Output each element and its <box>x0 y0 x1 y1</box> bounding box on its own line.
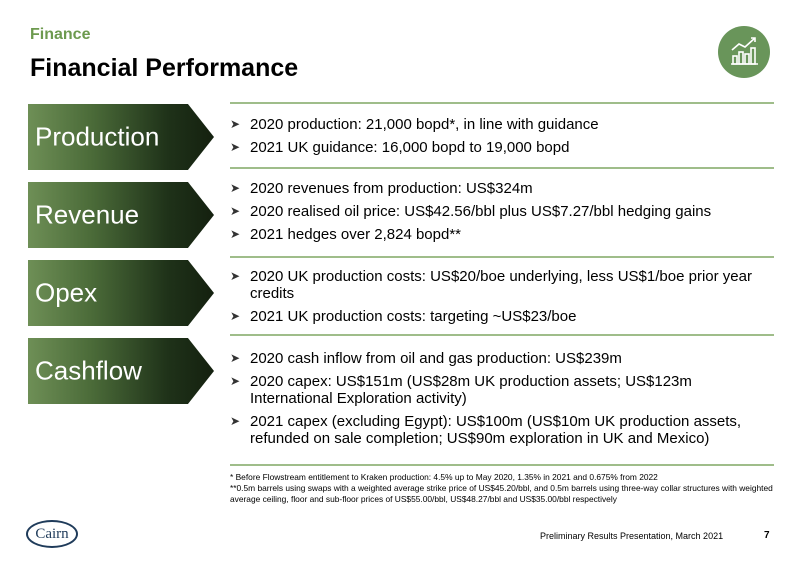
tab-label: Production <box>35 121 160 152</box>
tab-cashflow: Cashflow <box>28 338 214 404</box>
arrow-bullet-icon: ➤ <box>230 117 241 131</box>
bullet-item: ➤ 2020 UK production costs: US$20/boe und… <box>230 268 778 302</box>
bullet-list-production: ➤ 2020 production: 21,000 bopd*, in line … <box>230 116 778 162</box>
tab-production: Production <box>28 104 214 170</box>
divider <box>230 256 774 258</box>
bullet-list-cashflow: ➤ 2020 cash inflow from oil and gas produ… <box>230 350 778 453</box>
tab-label: Opex <box>35 277 98 308</box>
arrow-bullet-icon: ➤ <box>230 269 241 283</box>
bullet-text: 2020 realised oil price: US$42.56/bbl pl… <box>250 203 712 220</box>
bullet-item: ➤ 2020 production: 21,000 bopd*, in line … <box>230 116 778 133</box>
divider <box>230 334 774 336</box>
tab-opex: Opex <box>28 260 214 326</box>
arrow-bullet-icon: ➤ <box>230 227 241 241</box>
bullet-text: 2020 cash inflow from oil and gas produc… <box>250 350 622 367</box>
page-number: 7 <box>764 530 770 541</box>
section-label: Finance <box>30 26 91 43</box>
page-title: Financial Performance <box>30 54 299 82</box>
bullet-text: 2021 UK production costs: targeting ~US$… <box>250 308 577 325</box>
bullet-item: ➤ 2020 cash inflow from oil and gas produ… <box>230 350 778 367</box>
tab-label: Cashflow <box>35 355 142 386</box>
cairn-logo: Cairn <box>26 520 78 548</box>
tab-label: Revenue <box>35 199 140 230</box>
arrow-bullet-icon: ➤ <box>230 351 241 365</box>
bullet-item: ➤ 2021 UK production costs: targeting ~US… <box>230 308 778 325</box>
bullet-item: ➤ 2020 realised oil price: US$42.56/bbl p… <box>230 203 778 220</box>
bullet-item: ➤ 2020 revenues from production: US$324m <box>230 180 778 197</box>
divider <box>230 464 774 466</box>
bullet-item: ➤ 2021 hedges over 2,824 bopd** <box>230 226 778 243</box>
arrow-bullet-icon: ➤ <box>230 309 241 323</box>
footer-text: Preliminary Results Presentation, March … <box>540 531 724 541</box>
arrow-bullet-icon: ➤ <box>230 204 241 218</box>
bullet-list-revenue: ➤ 2020 revenues from production: US$324m … <box>230 180 778 249</box>
divider <box>230 167 774 169</box>
bullet-list-opex: ➤ 2020 UK production costs: US$20/boe und… <box>230 268 778 331</box>
bullet-text: 2021 capex (excluding Egypt): US$100m (U… <box>250 413 742 447</box>
bullet-item: ➤ 2020 capex: US$151m (US$28m UK producti… <box>230 373 778 407</box>
logo-text: Cairn <box>35 525 69 542</box>
arrow-bullet-icon: ➤ <box>230 181 241 195</box>
bar-chart-growth-icon <box>718 26 770 78</box>
bullet-text: 2020 UK production costs: US$20/boe unde… <box>250 268 752 302</box>
arrow-bullet-icon: ➤ <box>230 414 241 428</box>
bullet-text: 2021 UK guidance: 16,000 bopd to 19,000 … <box>250 139 570 156</box>
arrow-bullet-icon: ➤ <box>230 374 241 388</box>
tab-revenue: Revenue <box>28 182 214 248</box>
bullet-item: ➤ 2021 capex (excluding Egypt): US$100m (… <box>230 413 778 447</box>
divider <box>230 102 774 104</box>
bullet-text: 2020 revenues from production: US$324m <box>250 180 533 197</box>
footnote: * Before Flowstream entitlement to Krake… <box>230 472 658 482</box>
bullet-text: 2020 production: 21,000 bopd*, in line w… <box>250 116 599 133</box>
bullet-text: 2021 hedges over 2,824 bopd** <box>250 226 462 243</box>
bullet-text: 2020 capex: US$151m (US$28m UK productio… <box>250 373 692 407</box>
footnote: **0.5m barrels using swaps with a weight… <box>230 483 773 504</box>
footnotes: * Before Flowstream entitlement to Krake… <box>230 472 780 505</box>
bullet-item: ➤ 2021 UK guidance: 16,000 bopd to 19,000… <box>230 139 778 156</box>
arrow-bullet-icon: ➤ <box>230 140 241 154</box>
